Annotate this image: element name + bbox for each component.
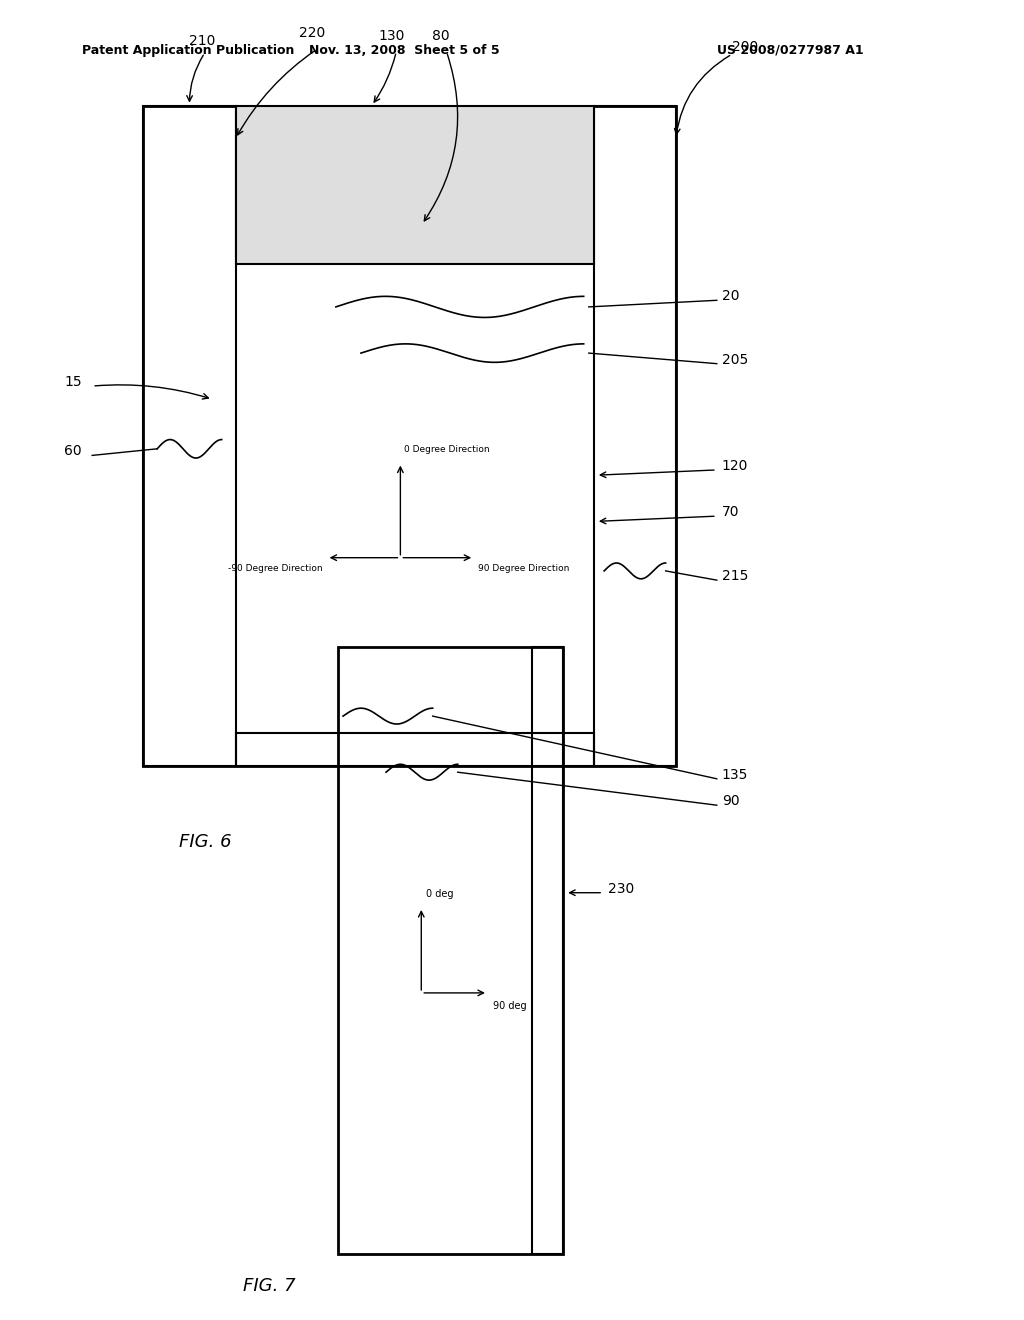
Text: 220: 220 <box>299 26 326 40</box>
Bar <box>143 106 236 766</box>
Text: 210: 210 <box>188 34 215 48</box>
Text: 20: 20 <box>722 289 739 304</box>
Text: 0 Degree Direction: 0 Degree Direction <box>404 445 490 454</box>
Text: 120: 120 <box>722 459 749 473</box>
Text: Nov. 13, 2008  Sheet 5 of 5: Nov. 13, 2008 Sheet 5 of 5 <box>309 44 500 57</box>
Text: 215: 215 <box>722 569 749 583</box>
Text: 230: 230 <box>608 882 635 896</box>
Text: 60: 60 <box>65 445 82 458</box>
Bar <box>532 647 563 1254</box>
Text: 130: 130 <box>378 29 404 42</box>
Text: -90 Degree Direction: -90 Degree Direction <box>228 564 323 573</box>
Text: 205: 205 <box>722 352 749 367</box>
Text: 15: 15 <box>65 375 82 389</box>
Text: 135: 135 <box>722 768 749 781</box>
Bar <box>338 647 563 1254</box>
Bar <box>143 106 676 766</box>
Bar <box>236 106 594 264</box>
Text: 90: 90 <box>722 795 739 808</box>
Text: 0 deg: 0 deg <box>426 888 454 899</box>
Text: 70: 70 <box>722 506 739 519</box>
Text: 90 deg: 90 deg <box>493 1001 526 1011</box>
Text: 200: 200 <box>732 41 759 54</box>
Text: 80: 80 <box>431 29 450 42</box>
Text: Patent Application Publication: Patent Application Publication <box>82 44 294 57</box>
Bar <box>236 733 594 766</box>
Text: US 2008/0277987 A1: US 2008/0277987 A1 <box>717 44 863 57</box>
Text: FIG. 7: FIG. 7 <box>243 1276 295 1295</box>
Text: 90 Degree Direction: 90 Degree Direction <box>478 564 569 573</box>
Text: FIG. 6: FIG. 6 <box>179 833 231 851</box>
Bar <box>594 106 676 766</box>
